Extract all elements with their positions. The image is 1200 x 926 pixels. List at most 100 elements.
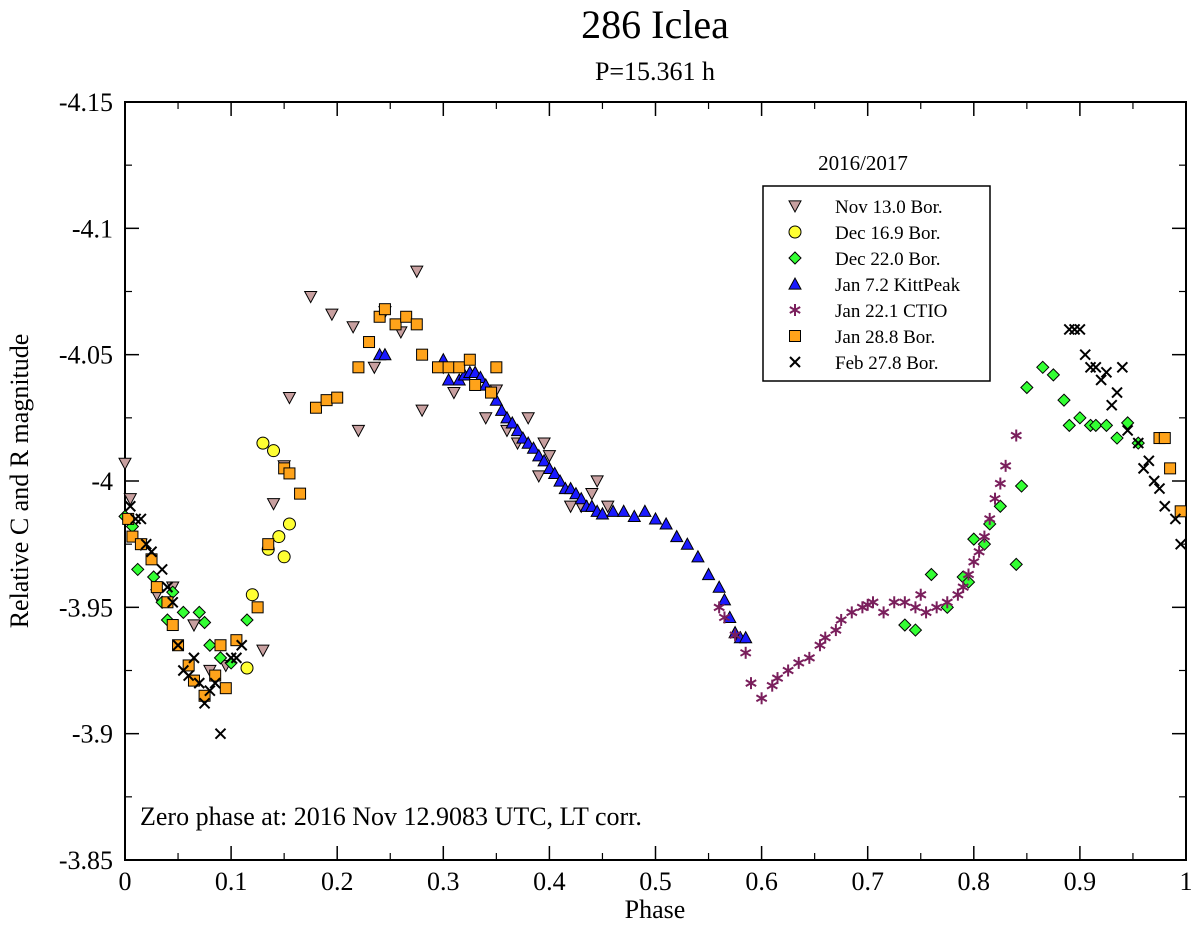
data-point <box>367 361 382 375</box>
data-point <box>924 567 939 582</box>
data-point <box>962 568 975 581</box>
data-point <box>542 450 557 463</box>
data-point <box>1057 393 1071 407</box>
legend-label: Dec 22.0 Bor. <box>835 249 941 270</box>
legend-marker <box>788 276 802 290</box>
data-point <box>331 391 344 404</box>
data-point <box>277 550 291 564</box>
data-points <box>118 265 1187 740</box>
data-point <box>409 265 424 279</box>
data-point <box>192 605 206 620</box>
data-point <box>1110 431 1124 445</box>
y-tick-label: -3.85 <box>59 846 113 875</box>
data-point <box>266 498 281 511</box>
data-point <box>1099 418 1114 433</box>
data-point <box>718 611 731 624</box>
data-point <box>219 682 232 695</box>
data-point <box>771 672 784 685</box>
legend-marker <box>789 356 801 368</box>
data-point <box>256 436 270 450</box>
data-point <box>1132 437 1144 449</box>
x-tick-label: 1 <box>1180 867 1193 896</box>
legend-marker <box>788 251 802 265</box>
data-point <box>123 493 138 506</box>
series-feb-27-8-bor- <box>124 323 1187 740</box>
data-point <box>320 394 333 407</box>
data-point <box>1159 500 1171 512</box>
data-point <box>574 491 589 505</box>
data-point <box>680 537 695 550</box>
data-point <box>505 415 520 429</box>
series-jan-28-8-bor- <box>122 303 1187 702</box>
data-point <box>553 473 567 487</box>
data-point <box>729 629 741 642</box>
data-point <box>1063 323 1075 336</box>
y-tick-label: -4.15 <box>59 88 113 117</box>
data-point <box>563 500 578 514</box>
data-point <box>521 412 536 425</box>
data-point <box>145 546 158 558</box>
data-point <box>294 487 307 500</box>
data-point <box>489 393 504 406</box>
data-point <box>166 619 179 632</box>
data-point <box>256 644 270 658</box>
data-point <box>993 499 1008 513</box>
data-point <box>1020 380 1034 395</box>
x-tick-label: 0.6 <box>745 867 778 896</box>
data-point <box>1153 482 1166 495</box>
legend-marker <box>789 304 801 316</box>
legend: 2016/2017 Nov 13.0 Bor. Dec 16.9 Bor. Dec … <box>762 151 991 382</box>
data-point <box>999 459 1012 472</box>
data-point <box>1074 323 1086 336</box>
data-point <box>167 596 179 608</box>
data-point <box>957 581 969 594</box>
data-point <box>627 509 642 522</box>
data-point <box>819 631 831 644</box>
data-point <box>952 588 964 601</box>
data-point <box>738 630 753 644</box>
data-point <box>122 512 135 525</box>
data-point <box>1068 323 1081 336</box>
legend-marker <box>789 330 801 342</box>
x-tick-label: 0.8 <box>958 867 991 896</box>
data-point <box>968 555 980 568</box>
data-point <box>967 532 981 546</box>
data-point <box>378 347 392 361</box>
data-point <box>659 516 673 530</box>
x-tick-label: 0.2 <box>321 867 354 896</box>
data-point <box>691 549 705 563</box>
data-point <box>669 529 684 543</box>
data-point <box>898 618 912 632</box>
data-point <box>814 639 826 652</box>
data-point <box>209 677 221 689</box>
data-point <box>782 664 794 677</box>
data-point <box>510 423 525 437</box>
data-point <box>1084 361 1097 374</box>
data-point <box>134 538 147 551</box>
legend-label: Jan 7.2 KittPeak <box>835 275 961 296</box>
data-point <box>712 580 726 593</box>
data-point <box>282 517 296 531</box>
data-point <box>262 538 275 551</box>
data-point <box>867 596 879 609</box>
data-point <box>1116 361 1129 374</box>
data-point <box>830 624 842 637</box>
data-point <box>188 652 200 664</box>
data-point <box>1137 462 1150 475</box>
data-point <box>835 613 847 626</box>
data-point <box>1164 462 1177 475</box>
data-point <box>877 606 890 619</box>
x-tick-label: 0.5 <box>639 867 672 896</box>
x-tick-label: 0 <box>119 867 132 896</box>
data-point <box>309 401 322 414</box>
data-point <box>930 601 943 614</box>
plot-frame <box>124 101 1187 861</box>
legend-label: Nov 13.0 Bor. <box>835 197 943 218</box>
data-point <box>1106 399 1118 411</box>
data-point <box>994 477 1007 490</box>
x-tick-label: 0.9 <box>1064 867 1097 896</box>
data-point <box>803 651 816 664</box>
x-tick-label: 0.4 <box>533 867 566 896</box>
data-point <box>447 386 461 400</box>
legend-box <box>762 185 991 382</box>
